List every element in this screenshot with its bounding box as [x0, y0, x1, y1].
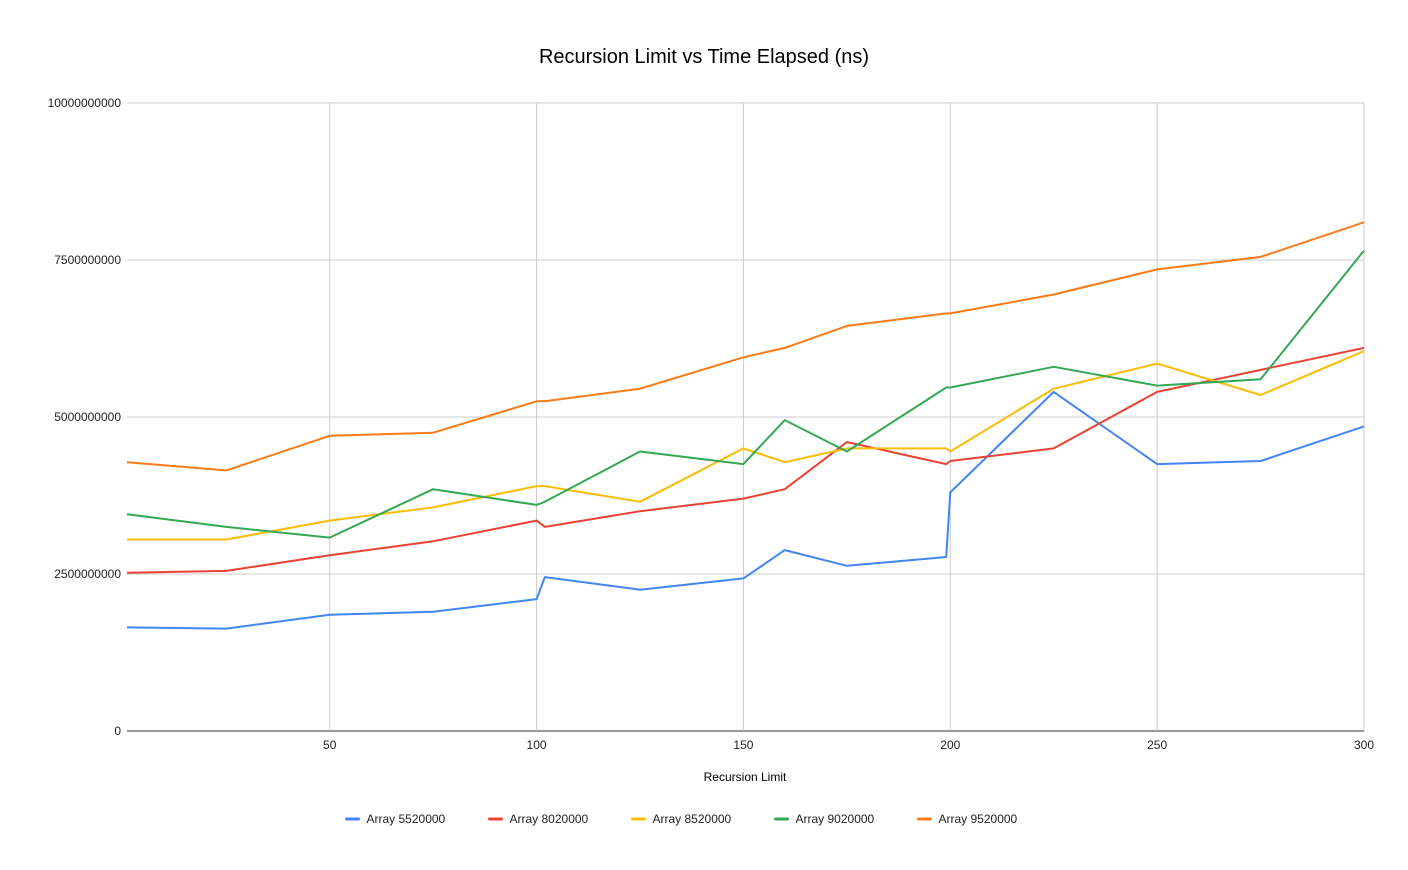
- legend-label-5: Array 9520000: [939, 812, 1018, 826]
- series-line-2: [126, 346, 1365, 574]
- y-tick-label: 5000000000: [54, 410, 121, 424]
- series-line-5: [126, 221, 1365, 472]
- chart-title: Recursion Limit vs Time Elapsed (ns): [539, 46, 869, 68]
- y-tick-label: 10000000000: [48, 96, 122, 110]
- legend-label-3: Array 8520000: [653, 812, 732, 826]
- y-tick-label: 7500000000: [54, 253, 121, 267]
- legend-label-2: Array 8020000: [510, 812, 589, 826]
- series-line-1: [126, 390, 1365, 630]
- y-tick-label: 0: [114, 724, 121, 738]
- x-tick-label: 50: [323, 738, 337, 752]
- series-line-4: [126, 249, 1365, 539]
- grid: [127, 102, 1365, 732]
- x-tick-label: 300: [1354, 738, 1374, 752]
- x-tick-label: 200: [940, 738, 960, 752]
- x-axis-title: Recursion Limit: [704, 770, 787, 784]
- x-tick-label: 250: [1147, 738, 1167, 752]
- axes: 0 2500000000 5000000000 7500000000 100000000…: [48, 96, 1375, 752]
- y-tick-label: 2500000000: [54, 567, 121, 581]
- series-line-3: [127, 350, 1365, 541]
- x-tick-label: 150: [733, 738, 753, 752]
- x-tick-label: 100: [527, 738, 547, 752]
- series-lines: [126, 221, 1365, 630]
- legend-label-1: Array 5520000: [367, 812, 446, 826]
- legend: Array 5520000 Array 8020000 Array 8520000 A…: [345, 812, 1018, 826]
- legend-label-4: Array 9020000: [796, 812, 875, 826]
